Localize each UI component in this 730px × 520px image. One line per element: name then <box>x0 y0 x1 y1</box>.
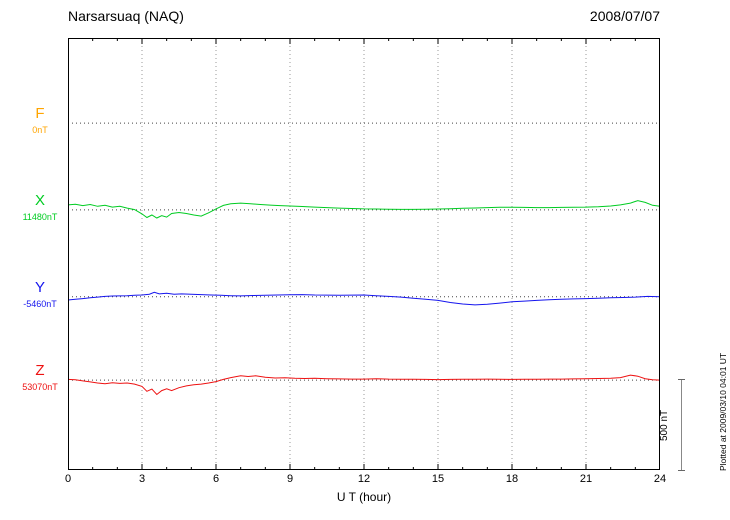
x-tick-label: 0 <box>64 473 72 485</box>
scale-bar-label: 500 nT <box>659 409 670 441</box>
x-tick-label: 6 <box>212 473 220 485</box>
scale-bar-line <box>681 380 682 470</box>
x-tick-label: 24 <box>653 473 667 485</box>
plotted-at-label: Plotted at 2009/03/10 04:01 UT <box>718 352 728 471</box>
channel-name-y: Y <box>34 279 45 296</box>
plot-border <box>68 38 660 470</box>
channel-label-y: Y -5460nT <box>0 279 80 310</box>
channel-name-x: X <box>34 192 45 209</box>
x-tick-label: 21 <box>579 473 593 485</box>
scale-bar <box>678 379 685 471</box>
x-axis-ticks: 0 3 6 9 12 15 18 21 24 <box>0 473 730 487</box>
x-tick-label: 12 <box>357 473 371 485</box>
x-axis-title: U T (hour) <box>336 490 392 504</box>
x-tick-label: 3 <box>138 473 146 485</box>
magnetogram-plot <box>68 38 660 470</box>
channel-label-x: X 11480nT <box>0 192 80 223</box>
channel-name-z: Z <box>35 362 45 379</box>
x-tick-label: 15 <box>431 473 445 485</box>
x-tick-label: 9 <box>286 473 294 485</box>
channel-baseline-x: 11480nT <box>22 212 58 222</box>
channel-baseline-y: -5460nT <box>23 299 57 309</box>
station-title: Narsarsuaq (NAQ) <box>68 8 184 24</box>
trace-z <box>68 374 660 396</box>
date-label: 2008/07/07 <box>589 8 660 24</box>
channel-baseline-f: 0nT <box>32 125 48 135</box>
channel-baseline-z: 53070nT <box>22 382 58 392</box>
channel-label-z: Z 53070nT <box>0 362 80 393</box>
x-tick-label: 18 <box>505 473 519 485</box>
trace-x <box>68 200 660 219</box>
channel-label-f: F 0nT <box>0 105 80 136</box>
trace-y <box>68 291 660 306</box>
channel-name-f: F <box>35 105 45 122</box>
